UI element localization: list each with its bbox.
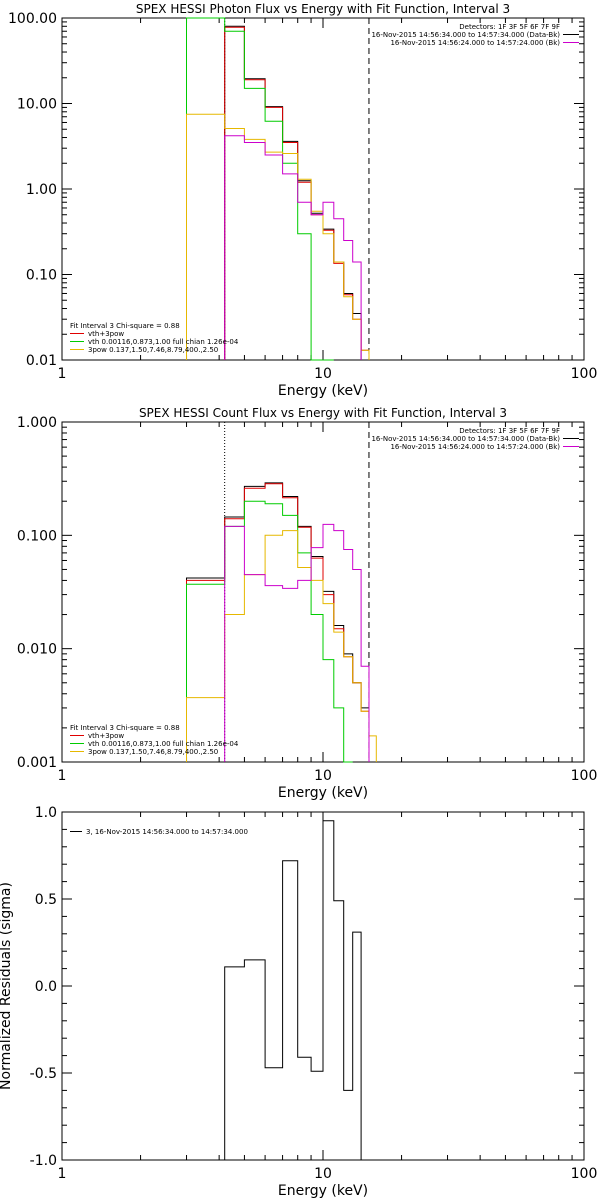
x-tick-label: 100: [571, 1166, 598, 1182]
x-axis-label: Energy (keV): [278, 1183, 368, 1199]
fit-legend-header: Fit Interval 3 Chi-square = 0.88: [70, 724, 180, 732]
fit-legend-entry: vth 0.00116,0.873,1.00 full chian 1.26e-…: [88, 740, 239, 748]
series-4-histogram: [224, 135, 362, 360]
x-tick-label: 1: [58, 366, 67, 382]
chart-title: SPEX HESSI Photon Flux vs Energy with Fi…: [136, 2, 510, 16]
fit-legend-entry: vth+3pow: [88, 732, 124, 740]
data-legend-entry: 16-Nov-2015 14:56:24.000 to 14:57:24.000…: [390, 39, 560, 47]
fit-legend-entry: 3pow 0.137,1.50,7.46,8.79,400.,2.50: [88, 346, 218, 354]
series-0-histogram: [224, 820, 362, 1160]
y-axis-label: Normalized Residuals (sigma): [0, 882, 14, 1090]
fit-legend-entry: vth 0.00116,0.873,1.00 full chian 1.26e-…: [88, 338, 239, 346]
y-tick-label: 0.5: [35, 892, 57, 908]
y-tick-label: -0.5: [30, 1066, 57, 1082]
x-tick-label: 100: [571, 366, 598, 382]
series-3-histogram: [186, 530, 377, 762]
x-tick-label: 10: [314, 1166, 332, 1182]
y-tick-label: 1.000: [17, 415, 57, 431]
series-3-histogram: [186, 113, 370, 360]
y-tick-label: 0.001: [17, 755, 57, 771]
x-axis-label: Energy (keV): [278, 785, 368, 801]
data-legend-entry: 16-Nov-2015 14:56:24.000 to 14:57:24.000…: [390, 443, 560, 451]
data-legend-entry: 16-Nov-2015 14:56:34.000 to 14:57:34.000…: [371, 435, 560, 443]
y-tick-label: 0.01: [26, 353, 57, 369]
y-tick-label: 0.10: [26, 268, 57, 284]
data-legend-entry: Detectors: 1F 3F 5F 6F 7F 9F: [459, 23, 560, 31]
y-tick-label: 0.100: [17, 528, 57, 544]
y-tick-label: 1.0: [35, 805, 57, 821]
x-tick-label: 1: [58, 1166, 67, 1182]
y-tick-label: 1.00: [26, 182, 57, 198]
residuals-panel: 1 10 100 1.0 0.5 0.0 -0.5 -1.0 Energy (keV) Norma…: [0, 805, 597, 1199]
x-tick-label: 10: [314, 768, 332, 784]
x-tick-label: 1: [58, 768, 67, 784]
fit-legend-entry: 3pow 0.137,1.50,7.46,8.79,400.,2.50: [88, 748, 218, 756]
series-4-histogram: [224, 523, 370, 762]
data-legend-entry: 16-Nov-2015 14:56:34.000 to 14:57:34.000…: [371, 31, 560, 39]
y-tick-label: 0.010: [17, 642, 57, 658]
fit-legend-entry: vth+3pow: [88, 330, 124, 338]
y-tick-label: -1.0: [30, 1153, 57, 1169]
x-tick-label: 10: [314, 366, 332, 382]
x-tick-label: 100: [571, 768, 598, 784]
photon-flux-panel: SPEX HESSI Photon Flux vs Energy with Fi…: [8, 2, 597, 399]
fit-legend-header: Fit Interval 3 Chi-square = 0.88: [70, 322, 180, 330]
y-tick-label: 0.0: [35, 979, 57, 995]
series-2-histogram: [186, 17, 334, 361]
count-flux-panel: SPEX HESSI Count Flux vs Energy with Fit…: [17, 406, 597, 801]
x-axis-label: Energy (keV): [278, 383, 368, 399]
residual-legend-entry: 3, 16-Nov-2015 14:56:34.000 to 14:57:34.…: [86, 828, 248, 836]
y-tick-label: 10.00: [17, 97, 57, 113]
chart-title: SPEX HESSI Count Flux vs Energy with Fit…: [139, 406, 507, 420]
data-legend-entry: Detectors: 1F 3F 5F 6F 7F 9F: [459, 427, 560, 435]
y-tick-label: 100.00: [8, 11, 57, 27]
